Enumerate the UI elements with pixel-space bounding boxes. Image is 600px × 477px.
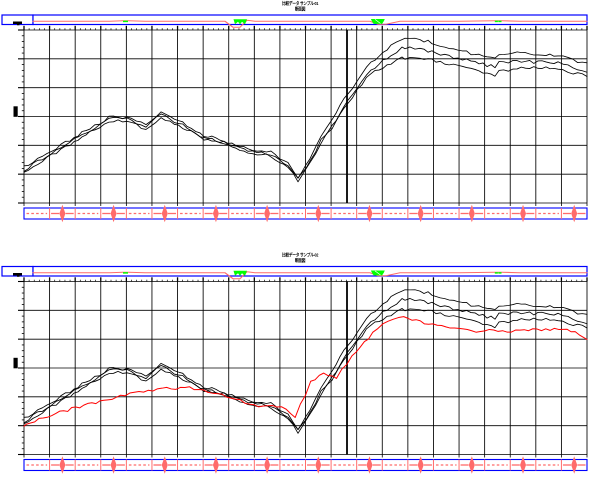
svg-text:断面図: 断面図 xyxy=(295,257,305,264)
svg-text:断面図: 断面図 xyxy=(295,5,305,12)
